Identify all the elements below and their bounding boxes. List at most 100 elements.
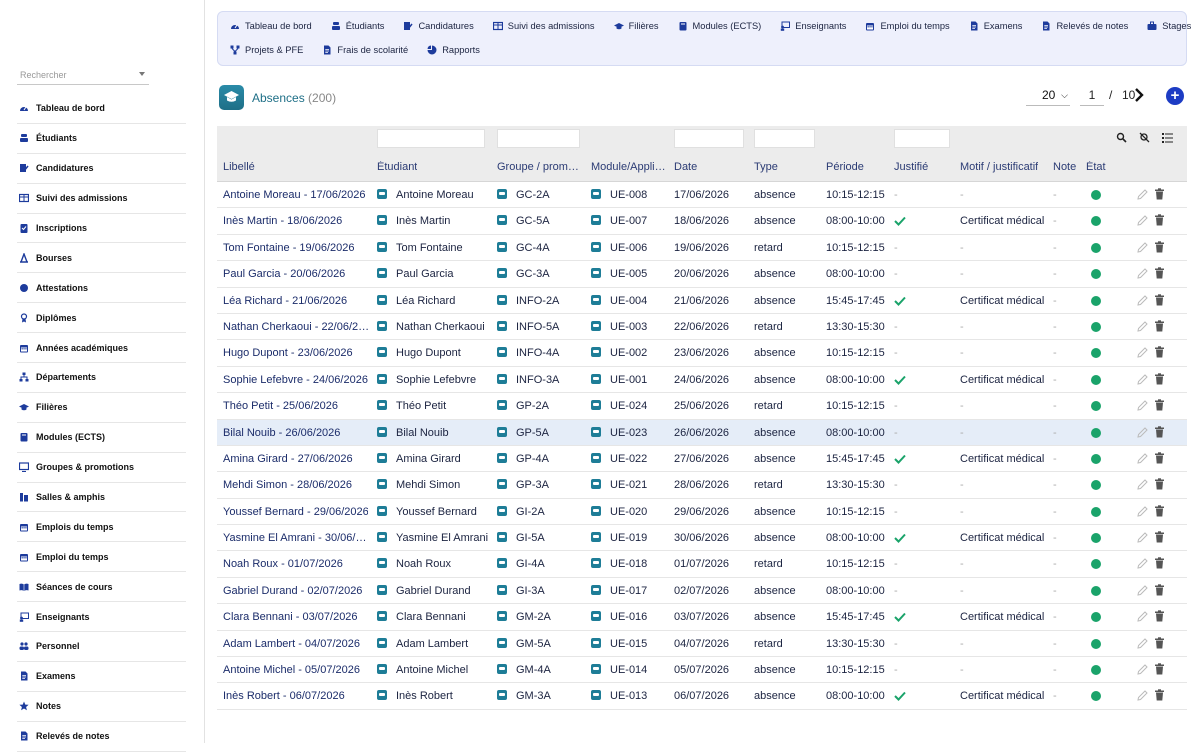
filter-etudiant-input[interactable] — [377, 129, 485, 148]
cell-module[interactable]: UE-002 — [591, 347, 671, 359]
column-header-motif[interactable]: Motif / justificatif — [960, 161, 1039, 173]
trash-icon[interactable] — [1154, 293, 1165, 306]
trash-icon[interactable] — [1154, 610, 1165, 622]
cell-libelle[interactable]: Bilal Nouib - 26/06/2026 — [223, 426, 341, 439]
column-header-note[interactable]: Note — [1053, 161, 1077, 173]
table-row[interactable]: Tom Fontaine - 19/06/2026 Tom Fontaine GC-… — [217, 235, 1187, 262]
list-icon[interactable] — [1162, 132, 1173, 143]
cell-module[interactable]: UE-005 — [591, 268, 671, 280]
cell-groupe[interactable]: GC-2A — [497, 189, 585, 201]
cell-libelle[interactable]: Sophie Lefebvre - 24/06/2026 — [223, 373, 368, 386]
sidebar-item-etudiants[interactable]: Étudiants — [17, 124, 186, 154]
cell-etudiant[interactable]: Antoine Moreau — [377, 189, 492, 201]
trash-icon[interactable] — [1154, 320, 1165, 332]
sidebar-item-examens[interactable]: Examens — [17, 662, 186, 692]
cell-groupe[interactable]: GP-3A — [497, 479, 585, 491]
filter-justifie-input[interactable] — [894, 129, 950, 148]
trash-icon[interactable] — [1154, 504, 1165, 517]
sidebar-item-suivi-des-admissions[interactable]: Suivi des admissions — [17, 184, 186, 214]
cell-libelle[interactable]: Tom Fontaine - 19/06/2026 — [223, 241, 355, 254]
sidebar-item-inscriptions[interactable]: Inscriptions — [17, 214, 186, 244]
cell-groupe[interactable]: GI-4A — [497, 558, 585, 570]
cell-etudiant[interactable]: Clara Bennani — [377, 611, 492, 623]
cell-module[interactable]: UE-017 — [591, 584, 671, 597]
trash-icon[interactable] — [1154, 636, 1165, 649]
trash-icon[interactable] — [1154, 557, 1165, 569]
cell-etudiant[interactable]: Théo Petit — [377, 400, 492, 412]
trash-icon[interactable] — [1154, 373, 1165, 385]
cell-groupe[interactable]: INFO-3A — [497, 373, 585, 386]
table-row[interactable]: Gabriel Durand - 02/07/2026 Gabriel Duran… — [217, 578, 1187, 605]
table-row[interactable]: Youssef Bernard - 29/06/2026 Youssef Bern… — [217, 499, 1187, 526]
cell-module[interactable]: UE-022 — [591, 452, 671, 465]
trash-icon[interactable] — [1154, 267, 1165, 279]
sidebar-item-diplomes[interactable]: Diplômes — [17, 303, 186, 334]
nav-item-rapports[interactable]: Rapports — [427, 45, 480, 55]
nav-item-examens[interactable]: Examens — [969, 21, 1022, 31]
cell-etudiant[interactable]: Noah Roux — [377, 558, 492, 570]
trash-icon[interactable] — [1154, 399, 1165, 411]
edit-pencil-icon[interactable] — [1137, 637, 1148, 649]
table-row[interactable]: Inès Robert - 06/07/2026 Inès Robert GM-3A… — [217, 683, 1187, 710]
cell-etudiant[interactable]: Amina Girard — [377, 452, 492, 465]
edit-pencil-icon[interactable] — [1137, 241, 1148, 253]
edit-pencil-icon[interactable] — [1137, 663, 1148, 675]
nav-item-tableau-de-bord[interactable]: Tableau de bord — [230, 21, 312, 31]
sidebar-item-personnel[interactable]: Personnel — [17, 632, 186, 662]
cell-libelle[interactable]: Antoine Michel - 05/07/2026 — [223, 664, 360, 677]
table-row[interactable]: Léa Richard - 21/06/2026 Léa Richard INFO-… — [217, 288, 1187, 314]
sidebar-item-emplois-du-temps[interactable]: Emplois du temps — [17, 512, 186, 543]
cell-module[interactable]: UE-007 — [591, 215, 671, 227]
column-header-groupe[interactable]: Groupe / prom… — [497, 161, 579, 173]
table-row[interactable]: Inès Martin - 18/06/2026 Inès Martin GC-5A… — [217, 208, 1187, 235]
cell-etudiant[interactable]: Yasmine El Amrani — [377, 532, 492, 544]
edit-pencil-icon[interactable] — [1137, 689, 1148, 702]
cell-etudiant[interactable]: Mehdi Simon — [377, 479, 492, 491]
sidebar-item-seances-de-cours[interactable]: Séances de cours — [17, 572, 186, 603]
cell-libelle[interactable]: Youssef Bernard - 29/06/2026 — [223, 505, 368, 518]
trash-icon[interactable] — [1154, 241, 1165, 253]
cell-libelle[interactable]: Clara Bennani - 03/07/2026 — [223, 611, 358, 624]
chevron-down-icon[interactable] — [139, 72, 145, 76]
cell-groupe[interactable]: GC-5A — [497, 215, 585, 227]
cell-module[interactable]: UE-020 — [591, 505, 671, 518]
edit-pencil-icon[interactable] — [1137, 610, 1148, 622]
edit-pencil-icon[interactable] — [1137, 505, 1148, 517]
nav-item-projets-pfe[interactable]: Projets & PFE — [230, 45, 303, 55]
search-icon[interactable] — [1116, 132, 1127, 143]
cell-libelle[interactable]: Paul Garcia - 20/06/2026 — [223, 268, 346, 281]
edit-pencil-icon[interactable] — [1137, 557, 1148, 570]
trash-icon[interactable] — [1154, 425, 1165, 438]
sidebar-item-notes[interactable]: Notes — [17, 692, 186, 722]
cell-module[interactable]: UE-021 — [591, 479, 671, 491]
cell-groupe[interactable]: GP-4A — [497, 452, 585, 465]
table-row[interactable]: Antoine Michel - 05/07/2026 Antoine Miche… — [217, 657, 1187, 684]
cell-groupe[interactable]: GM-4A — [497, 664, 585, 676]
nav-item-stages[interactable]: Stages — [1147, 21, 1191, 31]
page-size-select[interactable]: 20 ⌵ — [1026, 88, 1070, 106]
nav-item-enseignants[interactable]: Enseignants — [780, 21, 846, 31]
cell-groupe[interactable]: GP-5A — [497, 426, 585, 439]
sidebar-item-modules-ects[interactable]: Modules (ECTS) — [17, 423, 186, 453]
cell-libelle[interactable]: Gabriel Durand - 02/07/2026 — [223, 584, 363, 597]
table-row[interactable]: Noah Roux - 01/07/2026 Noah Roux GI-4A UE-0… — [217, 551, 1187, 578]
filter-date-input[interactable] — [674, 129, 744, 148]
cell-etudiant[interactable]: Adam Lambert — [377, 637, 492, 650]
table-row[interactable]: Nathan Cherkaoui - 22/06/2… Nathan Cherka… — [217, 314, 1187, 341]
column-header-etat[interactable]: État — [1086, 161, 1106, 173]
column-header-justifie[interactable]: Justifié — [894, 161, 929, 173]
cell-etudiant[interactable]: Antoine Michel — [377, 664, 492, 676]
edit-pencil-icon[interactable] — [1137, 531, 1148, 543]
column-header-etudiant[interactable]: Étudiant — [377, 161, 418, 173]
cell-module[interactable]: UE-008 — [591, 189, 671, 201]
table-row[interactable]: Clara Bennani - 03/07/2026 Clara Bennani G… — [217, 604, 1187, 631]
cell-module[interactable]: UE-003 — [591, 320, 671, 333]
cell-groupe[interactable]: INFO-2A — [497, 294, 585, 307]
column-header-type[interactable]: Type — [754, 161, 778, 173]
cell-groupe[interactable]: GM-2A — [497, 611, 585, 623]
cell-libelle[interactable]: Noah Roux - 01/07/2026 — [223, 558, 343, 571]
cell-libelle[interactable]: Léa Richard - 21/06/2026 — [223, 294, 348, 307]
add-record-button[interactable]: + — [1166, 87, 1184, 105]
clear-filter-icon[interactable] — [1139, 132, 1150, 143]
sidebar-item-salles-amphis[interactable]: Salles & amphis — [17, 483, 186, 513]
